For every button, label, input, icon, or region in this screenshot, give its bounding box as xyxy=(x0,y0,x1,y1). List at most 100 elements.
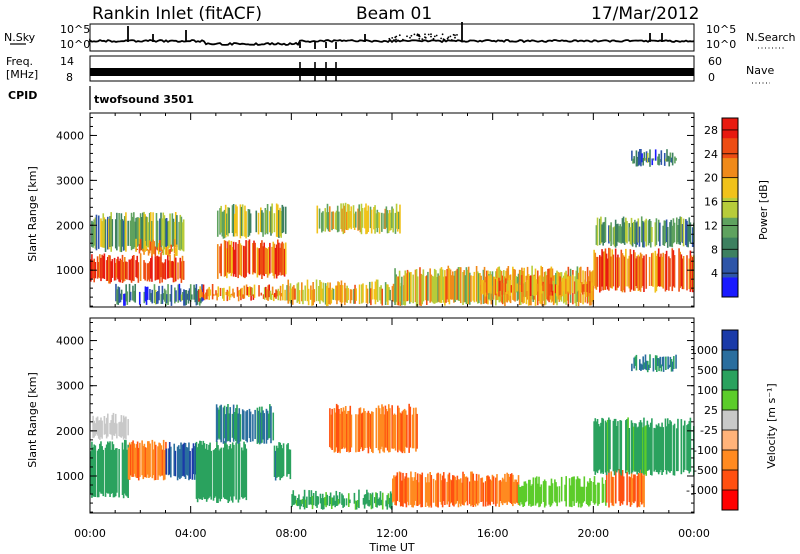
data-column xyxy=(203,443,206,500)
data-column xyxy=(119,219,122,252)
data-column xyxy=(364,411,366,448)
data-column xyxy=(384,208,387,230)
data-column xyxy=(632,221,635,243)
data-column xyxy=(113,422,116,436)
data-column xyxy=(137,217,140,246)
data-column xyxy=(363,408,365,450)
data-column xyxy=(551,483,554,504)
data-column xyxy=(560,281,563,297)
data-column xyxy=(542,281,544,292)
data-column xyxy=(329,282,331,305)
data-column xyxy=(448,268,451,305)
data-column xyxy=(231,246,234,274)
data-column xyxy=(253,240,255,273)
data-column xyxy=(649,149,651,167)
data-column xyxy=(381,212,383,232)
data-column xyxy=(634,423,636,472)
data-column xyxy=(419,473,421,504)
data-column xyxy=(348,410,350,453)
data-column xyxy=(340,408,343,450)
data-column xyxy=(666,149,668,162)
data-column xyxy=(302,496,305,508)
data-column xyxy=(592,482,595,503)
data-column xyxy=(575,479,578,503)
nsearch-point xyxy=(388,37,391,40)
data-column xyxy=(146,286,149,300)
data-column xyxy=(601,477,604,503)
data-column xyxy=(389,289,391,301)
colorbar-segment xyxy=(722,330,738,351)
data-column xyxy=(506,283,508,294)
data-column xyxy=(398,270,401,302)
data-column xyxy=(134,221,136,248)
colorbar-tick-label: 16 xyxy=(704,196,718,209)
data-column xyxy=(554,479,556,502)
data-column xyxy=(248,287,250,297)
data-column xyxy=(537,483,539,503)
data-column xyxy=(126,291,129,305)
data-column xyxy=(401,276,403,306)
data-column xyxy=(372,411,374,454)
data-column xyxy=(128,259,131,281)
data-column xyxy=(668,364,671,368)
freq-tick-top: 14 xyxy=(60,55,74,68)
data-column xyxy=(573,476,575,506)
data-column xyxy=(394,414,397,451)
data-column xyxy=(629,227,632,245)
data-column xyxy=(265,408,268,444)
data-column xyxy=(523,481,526,507)
data-column xyxy=(652,358,655,372)
data-column xyxy=(346,413,348,452)
data-column xyxy=(264,247,267,274)
data-column xyxy=(265,286,267,298)
x-tick-label: 04:00 xyxy=(175,527,207,540)
data-column xyxy=(599,218,601,246)
data-column xyxy=(105,417,108,439)
data-column xyxy=(456,475,459,502)
data-column xyxy=(399,412,401,451)
data-column xyxy=(637,473,640,507)
data-column xyxy=(126,449,128,497)
data-column xyxy=(530,485,532,507)
data-column xyxy=(377,499,379,505)
data-column xyxy=(659,159,661,163)
data-column xyxy=(232,404,235,442)
data-column xyxy=(493,276,496,295)
data-column xyxy=(498,480,501,507)
data-column xyxy=(622,255,625,291)
data-column xyxy=(240,245,243,277)
data-column xyxy=(636,156,639,167)
data-column xyxy=(457,267,460,301)
data-column xyxy=(406,414,408,448)
nsearch-point xyxy=(395,38,397,41)
data-column xyxy=(375,279,378,300)
data-column xyxy=(398,407,400,450)
data-column xyxy=(471,471,473,506)
data-column xyxy=(602,251,604,291)
data-column xyxy=(171,213,174,247)
data-column xyxy=(567,276,569,292)
data-column xyxy=(283,248,286,277)
data-column xyxy=(401,411,404,454)
data-column xyxy=(636,427,638,475)
data-column xyxy=(640,216,643,243)
data-column xyxy=(655,255,658,292)
data-column xyxy=(341,493,343,505)
data-column xyxy=(148,212,151,248)
data-column xyxy=(349,289,352,304)
data-column xyxy=(133,255,135,282)
data-column xyxy=(428,482,430,508)
data-column xyxy=(184,290,186,306)
data-column xyxy=(145,245,148,251)
data-column xyxy=(159,240,161,251)
data-column xyxy=(470,471,472,507)
data-column xyxy=(661,422,663,475)
data-column xyxy=(223,405,226,439)
data-column xyxy=(531,265,533,300)
data-column xyxy=(103,253,106,279)
data-column xyxy=(405,473,408,508)
data-column xyxy=(494,279,497,296)
colorbar-tick-label: -25 xyxy=(700,424,718,437)
data-column xyxy=(448,472,451,507)
data-column xyxy=(325,285,328,307)
